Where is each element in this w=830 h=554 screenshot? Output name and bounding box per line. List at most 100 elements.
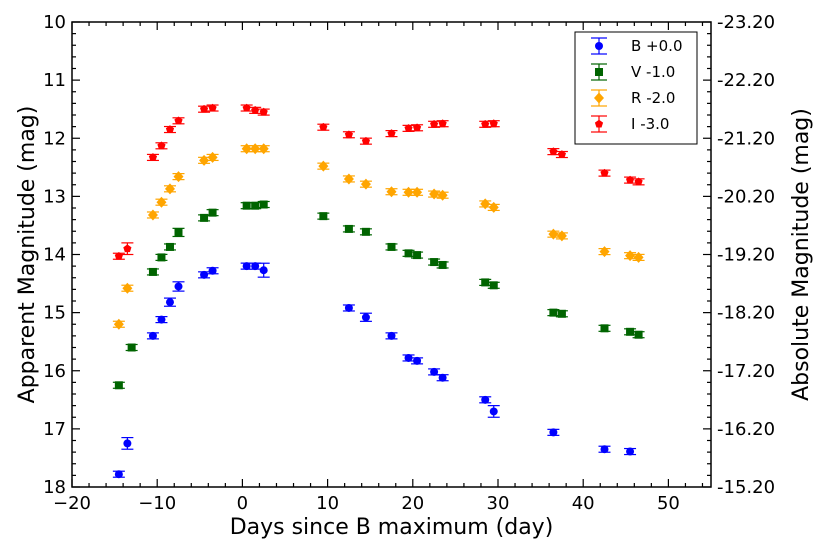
series-3 bbox=[112, 103, 645, 260]
data-point bbox=[429, 188, 440, 200]
data-point bbox=[199, 104, 209, 113]
data-point bbox=[489, 281, 498, 290]
x-tick-label: −10 bbox=[138, 493, 176, 514]
y-axis-right-title: Absolute Magnitude (mag) bbox=[789, 108, 814, 401]
data-point bbox=[165, 298, 174, 307]
plot-area bbox=[112, 103, 645, 479]
x-axis-title: Days since B maximum (day) bbox=[230, 515, 554, 540]
data-point bbox=[387, 242, 396, 251]
data-point bbox=[413, 356, 422, 365]
y-axis-title: Apparent Magnitude (mag) bbox=[15, 106, 40, 404]
data-point bbox=[549, 428, 558, 437]
x-tick-label: 10 bbox=[316, 493, 339, 514]
data-point bbox=[148, 267, 157, 276]
data-point bbox=[242, 103, 251, 112]
data-point bbox=[556, 230, 567, 242]
data-point bbox=[157, 253, 166, 262]
data-point bbox=[481, 395, 490, 404]
data-point bbox=[156, 196, 167, 208]
data-point bbox=[148, 153, 158, 161]
data-point bbox=[549, 147, 558, 156]
data-point bbox=[600, 324, 609, 333]
data-point bbox=[600, 168, 609, 177]
data-point bbox=[157, 315, 166, 324]
data-point bbox=[404, 249, 413, 258]
data-point bbox=[147, 209, 158, 221]
data-point bbox=[208, 103, 217, 112]
data-point bbox=[157, 141, 166, 150]
x-tick-label: 30 bbox=[487, 493, 510, 514]
data-point bbox=[633, 251, 644, 263]
legend-label: I -3.0 bbox=[631, 115, 669, 133]
data-point bbox=[122, 282, 133, 294]
legend-label: R -2.0 bbox=[631, 89, 675, 107]
data-point bbox=[258, 143, 269, 155]
legend-label: B +0.0 bbox=[631, 37, 682, 55]
data-point bbox=[319, 212, 328, 221]
y-right-tick-label: -22.20 bbox=[717, 70, 775, 91]
data-point bbox=[241, 143, 252, 155]
data-point bbox=[481, 120, 490, 128]
data-point bbox=[114, 470, 123, 479]
series-2 bbox=[112, 143, 645, 330]
data-point bbox=[251, 106, 260, 114]
data-point bbox=[404, 353, 413, 362]
data-point bbox=[361, 227, 370, 236]
data-point bbox=[438, 119, 447, 128]
data-point bbox=[208, 208, 217, 217]
legend-marker bbox=[594, 119, 604, 128]
data-point bbox=[438, 260, 447, 269]
y-tick-label: 15 bbox=[43, 303, 66, 324]
data-point bbox=[625, 175, 635, 184]
data-point bbox=[251, 262, 260, 271]
data-point bbox=[200, 270, 209, 279]
y-tick-label: 14 bbox=[43, 245, 66, 266]
y-tick-label: 12 bbox=[43, 128, 66, 149]
y-right-tick-label: -18.20 bbox=[717, 303, 775, 324]
legend-label: V -1.0 bbox=[631, 63, 675, 81]
data-point bbox=[259, 107, 268, 116]
data-point bbox=[165, 125, 175, 134]
y-tick-label: 18 bbox=[43, 477, 66, 498]
legend-marker bbox=[594, 92, 604, 104]
data-point bbox=[164, 183, 175, 195]
data-point bbox=[403, 186, 414, 198]
data-point bbox=[148, 331, 157, 340]
data-point bbox=[599, 246, 610, 258]
data-point bbox=[114, 251, 123, 260]
data-point bbox=[259, 266, 268, 275]
data-point bbox=[174, 282, 183, 291]
y-right-tick-label: -15.20 bbox=[717, 477, 775, 498]
data-point bbox=[123, 439, 132, 448]
data-point bbox=[489, 407, 498, 416]
y-tick-label: 11 bbox=[43, 70, 66, 91]
data-point bbox=[634, 177, 643, 186]
data-point bbox=[413, 251, 422, 260]
data-point bbox=[207, 151, 218, 163]
data-point bbox=[174, 116, 183, 125]
data-point bbox=[549, 308, 558, 317]
data-point bbox=[114, 381, 123, 390]
y-right-tick-label: -16.20 bbox=[717, 419, 775, 440]
legend-marker bbox=[595, 42, 603, 50]
data-point bbox=[173, 171, 184, 183]
y-tick-label: 13 bbox=[43, 186, 66, 207]
data-point bbox=[557, 150, 566, 159]
legend-marker bbox=[595, 68, 603, 76]
data-point bbox=[437, 189, 448, 201]
data-point bbox=[626, 327, 635, 336]
y-right-tick-label: -21.20 bbox=[717, 128, 775, 149]
data-point bbox=[387, 331, 396, 340]
y-tick-label: 10 bbox=[43, 12, 66, 33]
x-tick-label: 40 bbox=[572, 493, 595, 514]
data-point bbox=[412, 186, 423, 198]
data-point bbox=[200, 213, 209, 222]
data-point bbox=[199, 154, 210, 166]
data-point bbox=[626, 447, 635, 456]
data-point bbox=[625, 250, 636, 262]
data-point bbox=[404, 124, 413, 132]
y-right-tick-label: -23.20 bbox=[717, 12, 775, 33]
data-point bbox=[489, 119, 498, 128]
data-point bbox=[360, 178, 371, 190]
data-point bbox=[242, 201, 251, 210]
